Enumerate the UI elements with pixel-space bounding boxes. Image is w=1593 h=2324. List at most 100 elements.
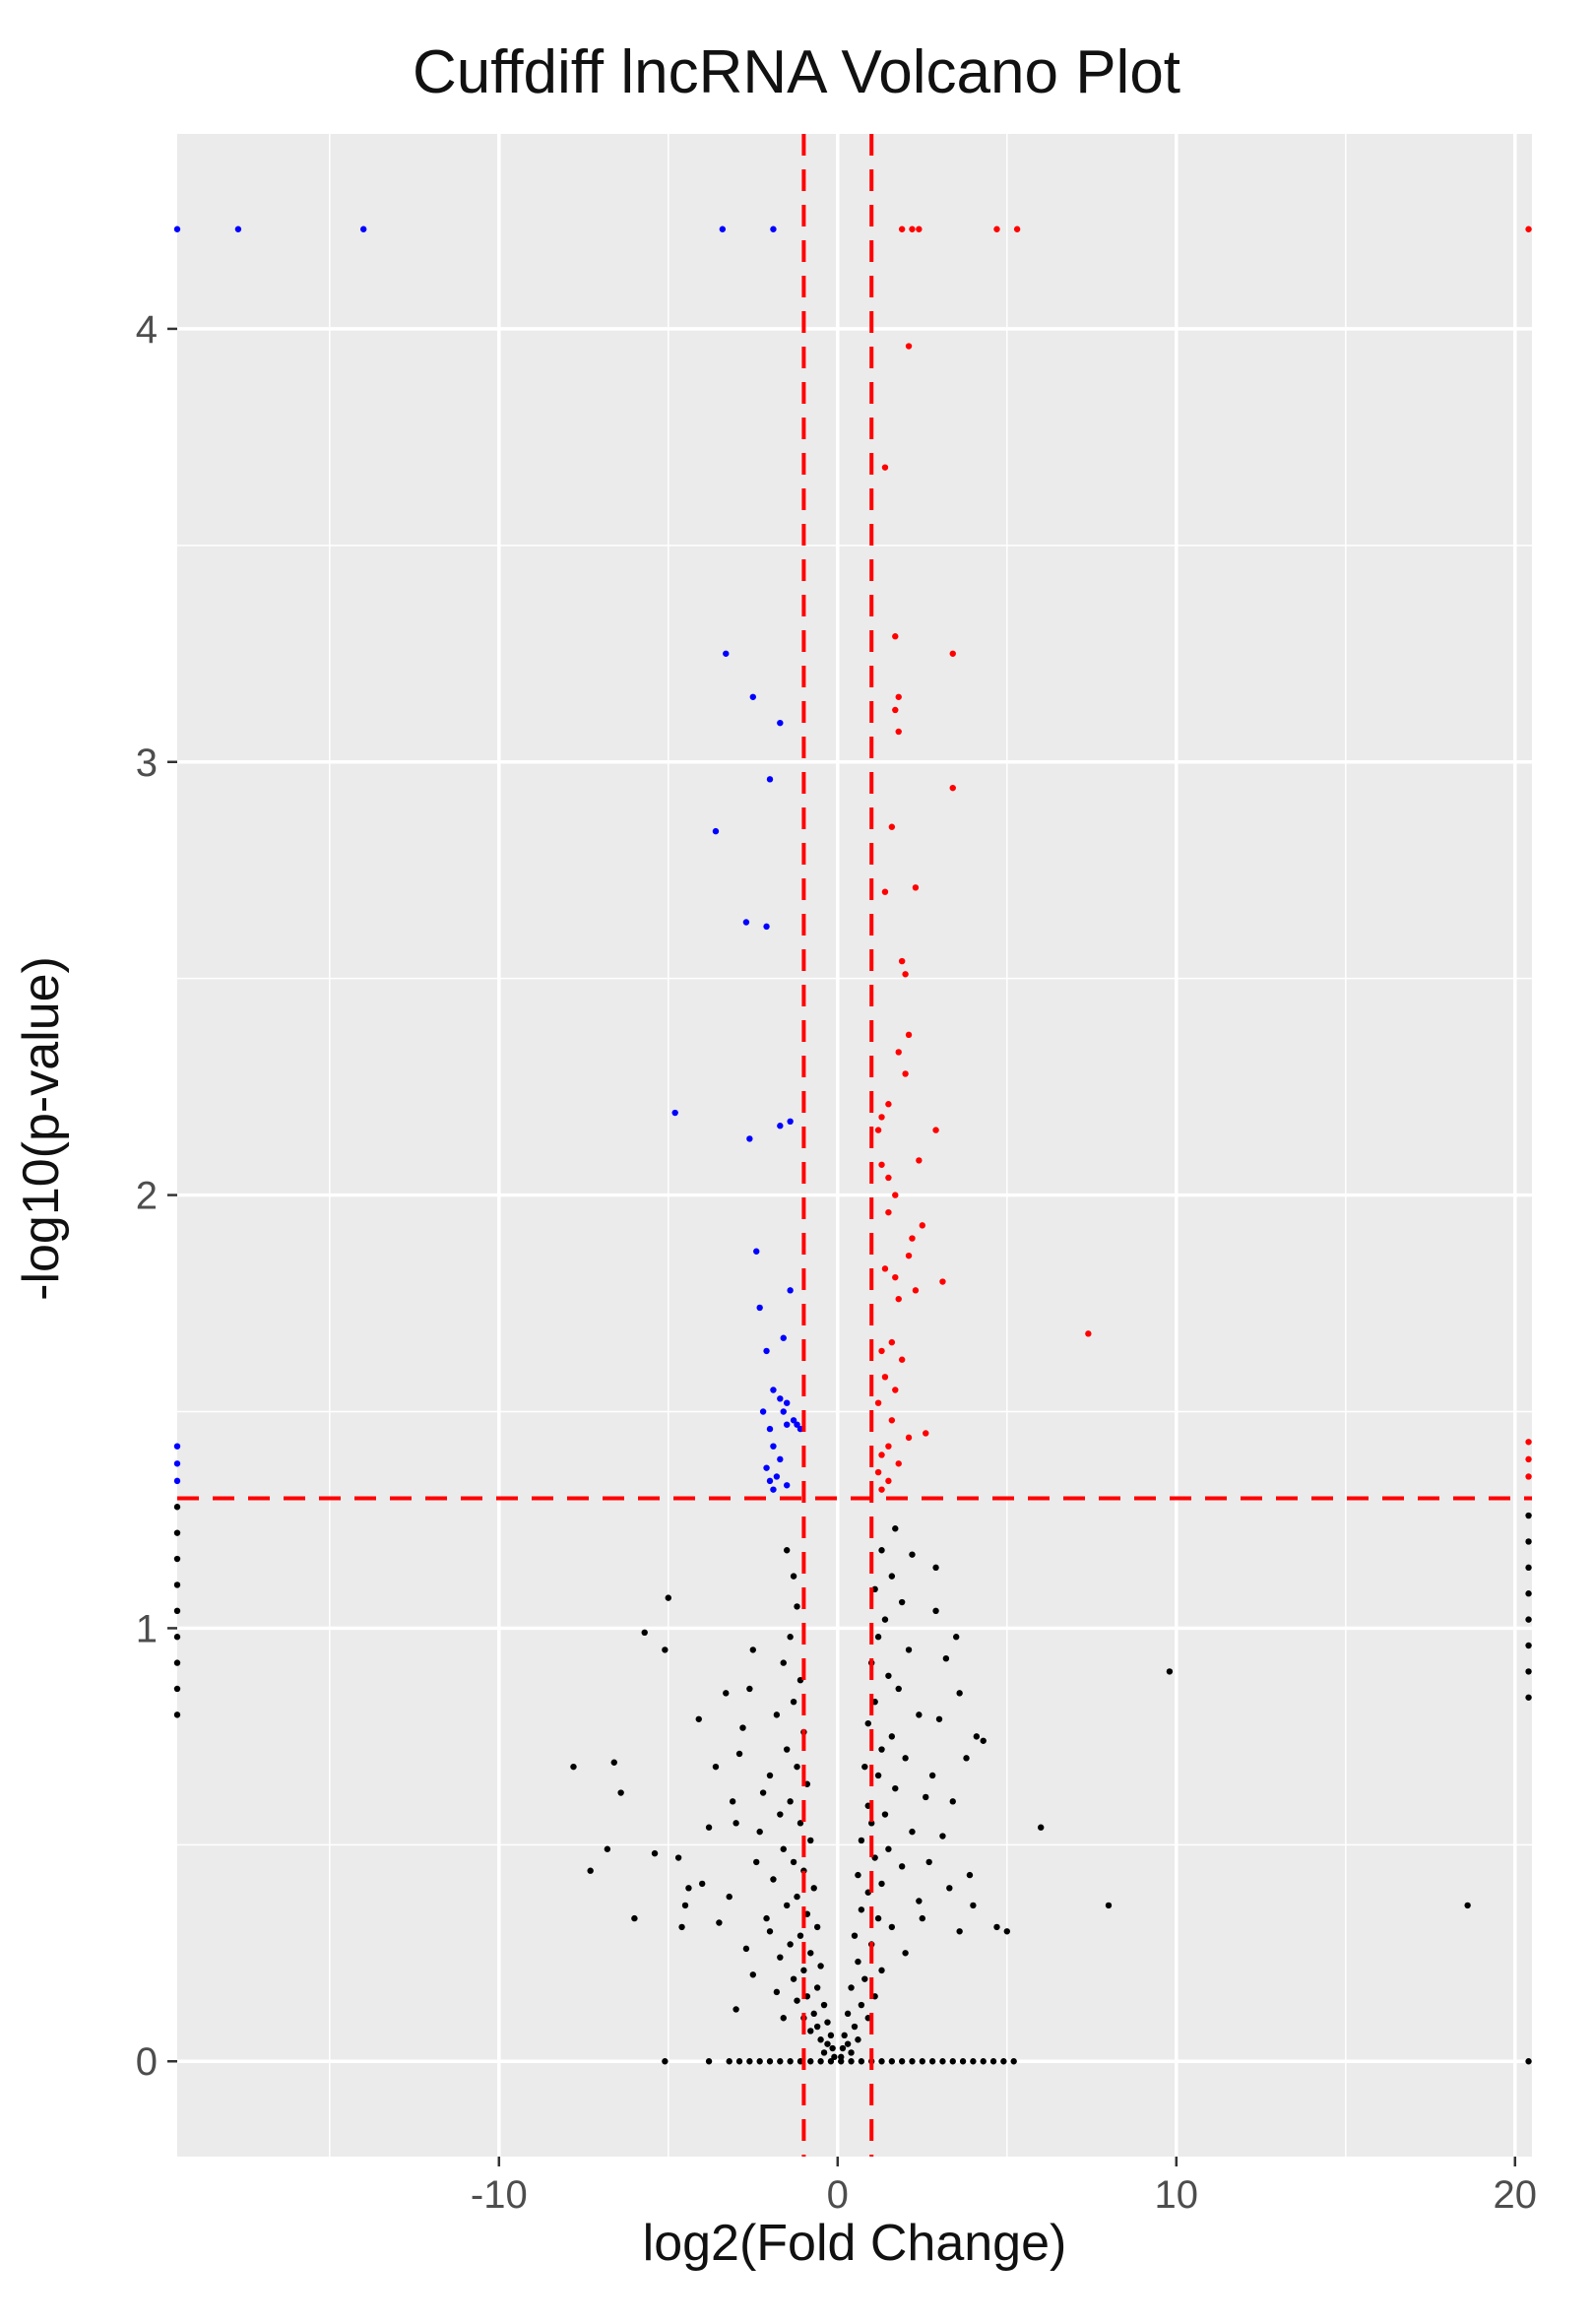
data-point — [784, 1421, 791, 1428]
data-point — [874, 1634, 882, 1641]
data-point — [839, 2044, 847, 2052]
data-point — [766, 2058, 774, 2065]
data-point — [641, 1629, 648, 1637]
data-point — [902, 1755, 909, 1762]
data-point — [861, 1763, 868, 1771]
x-tick-label: -10 — [471, 2173, 528, 2217]
data-point — [719, 226, 727, 232]
data-point — [1000, 2058, 1007, 2065]
data-point — [858, 2058, 865, 2065]
data-point — [753, 1248, 760, 1255]
data-point — [932, 1127, 939, 1133]
data-point — [878, 1880, 885, 1888]
data-point — [878, 1161, 885, 1168]
data-point — [787, 1634, 794, 1641]
data-point — [973, 1733, 981, 1740]
data-point — [878, 2058, 885, 2065]
data-point — [770, 1486, 777, 1493]
data-point — [787, 1118, 794, 1126]
data-point — [766, 1425, 774, 1433]
data-point — [173, 1504, 181, 1511]
data-point — [712, 827, 720, 835]
data-point — [777, 2058, 784, 2065]
data-point — [739, 1724, 746, 1731]
data-point — [878, 1347, 885, 1355]
data-point — [770, 226, 777, 232]
x-tick-label: 20 — [1494, 2173, 1538, 2217]
data-point — [733, 1820, 739, 1827]
data-point — [1525, 1512, 1532, 1519]
data-point — [909, 1235, 916, 1242]
data-point — [838, 2053, 845, 2061]
data-point — [699, 1880, 706, 1888]
data-point — [173, 1443, 181, 1450]
data-point — [902, 971, 909, 978]
data-point — [173, 1529, 181, 1536]
data-point — [885, 1101, 892, 1108]
data-point — [905, 1031, 913, 1039]
data-point — [966, 1871, 974, 1879]
y-tick-label: 0 — [136, 2040, 158, 2084]
data-point — [885, 1208, 892, 1216]
y-tick-label: 3 — [136, 742, 158, 785]
data-point — [787, 1798, 794, 1805]
data-point — [1525, 1564, 1532, 1572]
data-point — [892, 1273, 899, 1281]
data-point — [827, 2032, 835, 2039]
x-axis: -10 0 10 20 — [471, 2157, 1537, 2217]
data-point — [570, 1763, 577, 1771]
y-tick-label: 2 — [136, 1175, 158, 1218]
data-point — [810, 2010, 817, 2018]
data-point — [705, 1824, 713, 1831]
data-point — [878, 1452, 885, 1458]
data-points — [173, 226, 1532, 2065]
data-point — [756, 1304, 763, 1312]
data-point — [829, 2044, 836, 2052]
data-point — [888, 1338, 896, 1346]
data-point — [888, 823, 896, 830]
data-point — [763, 1347, 770, 1355]
data-point — [716, 1919, 723, 1926]
data-point — [919, 2058, 925, 2065]
data-point — [888, 1733, 896, 1740]
data-point — [794, 1763, 800, 1771]
data-point — [946, 1885, 953, 1892]
data-point — [892, 1192, 899, 1198]
data-point — [858, 1837, 865, 1844]
data-point — [807, 2028, 814, 2034]
data-point — [1525, 1642, 1532, 1649]
y-axis: 0 1 2 3 4 — [136, 308, 177, 2084]
data-point — [980, 2058, 987, 2065]
data-point — [885, 1477, 892, 1485]
data-point — [861, 1975, 868, 1982]
data-point — [898, 1356, 906, 1363]
data-point — [360, 226, 367, 232]
data-point — [855, 1958, 861, 1966]
data-point — [898, 226, 906, 232]
data-point — [838, 2058, 845, 2065]
data-point — [932, 1564, 939, 1572]
data-point — [817, 2058, 824, 2065]
data-point — [631, 1914, 638, 1922]
data-point — [1525, 1455, 1532, 1463]
data-point — [898, 1863, 906, 1870]
data-point — [749, 1971, 756, 1978]
data-point — [916, 226, 923, 232]
data-point — [763, 1914, 770, 1922]
data-point — [1166, 1668, 1174, 1675]
data-point — [777, 1123, 784, 1130]
data-point — [685, 1885, 692, 1892]
data-point — [1010, 2058, 1017, 2065]
data-point — [817, 2036, 824, 2043]
threshold-lines — [177, 134, 1532, 2157]
data-point — [756, 1828, 763, 1836]
data-point — [770, 1876, 777, 1883]
data-point — [855, 2036, 861, 2043]
data-point — [949, 2058, 956, 2065]
data-point — [898, 2058, 906, 2065]
data-point — [763, 1464, 770, 1471]
data-point — [784, 1547, 791, 1554]
data-point — [773, 1711, 781, 1718]
data-point — [784, 1482, 791, 1489]
